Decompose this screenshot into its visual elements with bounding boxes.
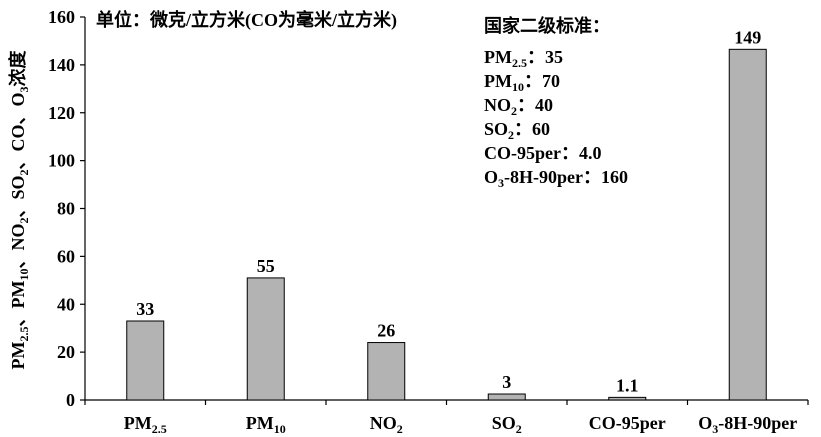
unit-note-text: 单位：微克/立方米(CO为毫米/立方米) <box>96 9 397 31</box>
axes <box>84 17 808 401</box>
standard-item: PM2.5：35 <box>484 47 563 70</box>
y-tick-label: 20 <box>57 342 75 362</box>
bar-PM2.5 <box>126 320 165 401</box>
data-label: 3 <box>502 372 511 392</box>
bar-PM10 <box>246 277 285 401</box>
y-axis-label: PM2.5、PM10、NO2、SO2、CO、O3浓度 <box>7 50 31 370</box>
x-tick-label: O3-8H-90per <box>698 413 797 436</box>
y-tick-label: 160 <box>48 7 75 27</box>
y-tick-label: 80 <box>57 199 75 219</box>
standards-legend: 国家二级标准： PM2.5：35PM10：70NO2：40SO2：60CO-95… <box>484 15 628 190</box>
unit-note: 单位：微克/立方米(CO为毫米/立方米) <box>96 9 397 31</box>
standard-item: NO2：40 <box>484 95 553 118</box>
y-tick-label: 140 <box>48 55 75 75</box>
data-label: 55 <box>257 256 275 276</box>
y-tick-label: 100 <box>48 151 75 171</box>
x-tick-label: SO2 <box>492 413 522 436</box>
data-label: 149 <box>734 27 761 47</box>
y-tick-label: 120 <box>48 103 75 123</box>
y-tick-label: 60 <box>57 246 75 266</box>
data-label: 33 <box>136 299 154 319</box>
x-ticks: PM2.5 PM10 NO2 SO2 CO-95per O3-8H-90per <box>84 400 809 436</box>
standard-item: SO2：60 <box>484 119 550 142</box>
x-tick-label: PM2.5 <box>124 413 167 436</box>
bars: 33 55 26 3 1.1 149 <box>126 27 767 401</box>
x-tick-label: PM10 <box>246 413 286 436</box>
data-label: 26 <box>377 321 395 341</box>
bar-CO-95per <box>608 396 647 401</box>
standard-item: PM10：70 <box>484 71 560 94</box>
standard-item: O3-8H-90per：160 <box>484 167 628 190</box>
bar-SO2 <box>487 393 526 401</box>
data-label: 1.1 <box>616 375 639 395</box>
y-axis-title: PM2.5、PM10、NO2、SO2、CO、O3浓度 <box>7 50 31 370</box>
x-tick-label: CO-95per <box>589 413 666 433</box>
y-ticks: 0 20 40 60 80 100 120 140 160 <box>48 7 85 410</box>
y-tick-label: 0 <box>66 390 75 410</box>
standards-title: 国家二级标准： <box>484 15 610 36</box>
bar-NO2 <box>367 342 406 401</box>
standard-item: CO-95per：4.0 <box>484 143 601 163</box>
x-tick-label: NO2 <box>370 413 403 436</box>
y-tick-label: 40 <box>57 294 75 314</box>
bar-O3-8H-90per <box>728 48 767 401</box>
